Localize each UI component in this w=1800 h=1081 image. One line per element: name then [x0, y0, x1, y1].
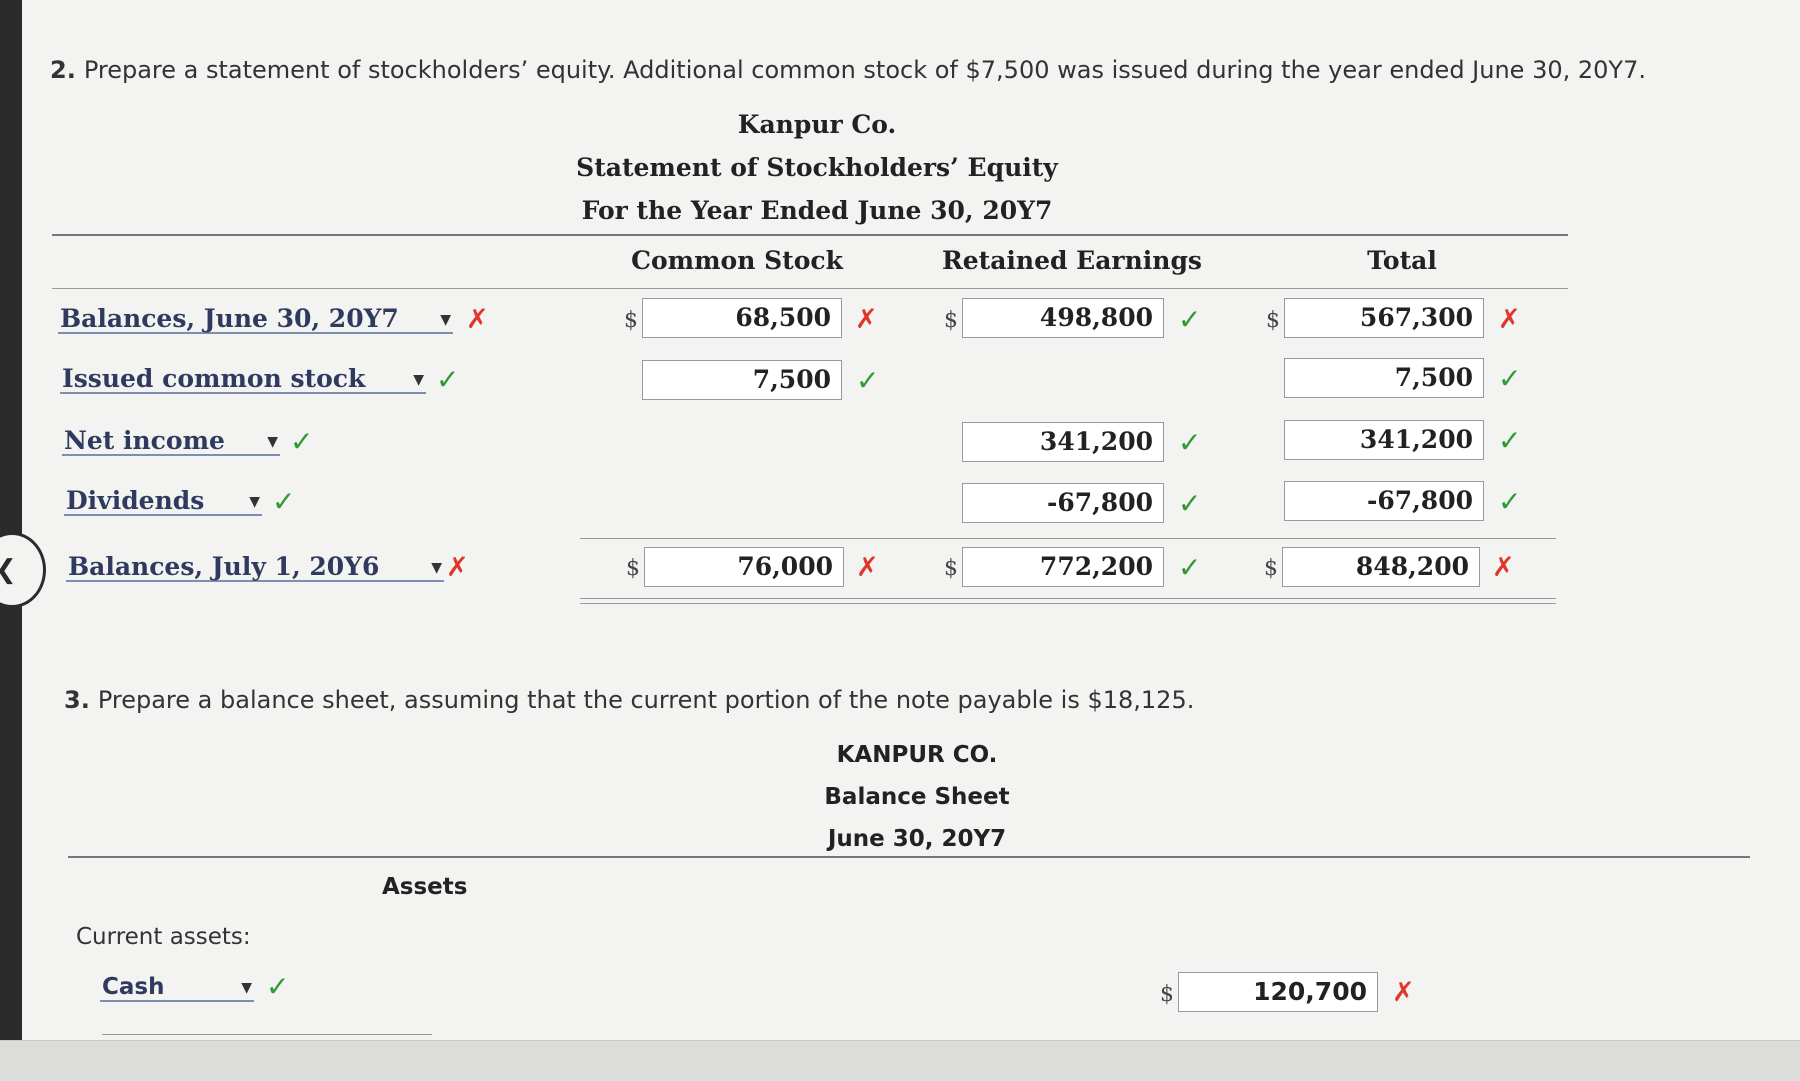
row5-label: Balances, July 1, 20Y6 [68, 552, 380, 581]
bs-date: June 30, 20Y7 [827, 826, 1007, 852]
row3-label-dropdown[interactable]: Net income ▼ [62, 426, 280, 456]
row4-label-dropdown[interactable]: Dividends ▼ [64, 486, 262, 516]
double-rule-bottom [580, 603, 1556, 604]
row5-retained-earnings-input[interactable]: 772,200 [962, 547, 1164, 587]
bs-title: Balance Sheet [824, 784, 1010, 810]
caret-down-icon: ▼ [267, 434, 278, 450]
check-icon: ✓ [436, 363, 460, 396]
row4-retained-earnings-input[interactable]: -67,800 [962, 483, 1164, 523]
check-icon: ✓ [1498, 424, 1522, 457]
row4-total-input[interactable]: -67,800 [1284, 481, 1484, 521]
cash-label-dropdown[interactable]: Cash ▼ [100, 972, 254, 1002]
row2-common-stock-input[interactable]: 7,500 [642, 360, 842, 400]
check-icon: ✓ [266, 970, 290, 1003]
row4-label: Dividends [66, 486, 205, 515]
col-head-total: Total [1367, 246, 1437, 275]
row1-cs-dollar: $ [624, 308, 638, 333]
caret-down-icon: ▼ [249, 494, 260, 510]
statement-top-rule [52, 234, 1568, 236]
row2-label: Issued common stock [62, 364, 366, 393]
row5-cs-dollar: $ [626, 556, 640, 581]
x-icon: ✗ [1492, 552, 1515, 583]
statement-period: For the Year Ended June 30, 20Y7 [581, 196, 1053, 225]
current-assets-label: Current assets: [76, 924, 251, 950]
bs-company: KANPUR CO. [836, 742, 998, 768]
cash-dollar: $ [1160, 982, 1174, 1007]
col-head-retained-earnings: Retained Earnings [941, 246, 1203, 275]
x-icon: ✗ [1498, 304, 1521, 335]
question-3-number: 3. [64, 686, 90, 714]
x-icon: ✗ [1392, 977, 1415, 1008]
check-icon: ✓ [1178, 426, 1202, 459]
caret-down-icon: ▼ [241, 980, 252, 996]
question-3: 3. Prepare a balance sheet, assuming that… [64, 686, 1464, 714]
row5-total-dollar: $ [1264, 556, 1278, 581]
check-icon: ✓ [1498, 362, 1522, 395]
row2-total-input[interactable]: 7,500 [1284, 358, 1484, 398]
caret-down-icon: ▼ [431, 560, 442, 576]
check-icon: ✓ [856, 364, 880, 397]
homework-page: 2. Prepare a statement of stockholders’ e… [22, 0, 1800, 1040]
x-icon: ✗ [466, 304, 489, 335]
row1-label-dropdown[interactable]: Balances, June 30, 20Y7 ▼ [58, 304, 453, 334]
x-icon: ✗ [446, 552, 469, 583]
x-icon: ✗ [855, 304, 878, 335]
col-head-common-stock: Common Stock [631, 246, 843, 275]
row1-retained-earnings-input[interactable]: 498,800 [962, 298, 1164, 338]
cash-label: Cash [102, 974, 165, 1000]
header-rule [52, 288, 1568, 289]
check-icon: ✓ [1498, 485, 1522, 518]
row1-re-dollar: $ [944, 308, 958, 333]
subtotal-rule [580, 538, 1556, 539]
row5-total-input[interactable]: 848,200 [1282, 547, 1480, 587]
row3-label: Net income [64, 426, 225, 455]
caret-down-icon: ▼ [440, 312, 451, 328]
statement-title: Statement of Stockholders’ Equity [576, 153, 1058, 182]
check-icon: ✓ [1178, 303, 1202, 336]
next-row-rule [102, 1034, 432, 1035]
double-rule-top [580, 598, 1556, 599]
row3-total-input[interactable]: 341,200 [1284, 420, 1484, 460]
row1-label: Balances, June 30, 20Y7 [60, 304, 399, 333]
check-icon: ✓ [290, 425, 314, 458]
statement-company: Kanpur Co. [737, 110, 897, 139]
row1-total-input[interactable]: 567,300 [1284, 298, 1484, 338]
row1-total-dollar: $ [1266, 308, 1280, 333]
bs-top-rule [68, 856, 1750, 858]
check-icon: ✓ [1178, 551, 1202, 584]
row5-label-dropdown[interactable]: Balances, July 1, 20Y6 ▼ [66, 552, 444, 582]
check-icon: ✓ [272, 485, 296, 518]
caret-down-icon: ▼ [413, 372, 424, 388]
row1-common-stock-input[interactable]: 68,500 [642, 298, 842, 338]
chevron-left-icon: ❮ [0, 555, 17, 585]
cash-value-input[interactable]: 120,700 [1178, 972, 1378, 1012]
row3-retained-earnings-input[interactable]: 341,200 [962, 422, 1164, 462]
question-3-text: Prepare a balance sheet, assuming that t… [97, 686, 1195, 714]
question-2-number: 2. [50, 56, 76, 84]
bottom-toolbar [0, 1040, 1800, 1081]
row5-re-dollar: $ [944, 556, 958, 581]
row2-label-dropdown[interactable]: Issued common stock ▼ [60, 364, 426, 394]
bs-assets-heading: Assets [382, 874, 468, 900]
question-2: 2. Prepare a statement of stockholders’ e… [50, 56, 1750, 84]
check-icon: ✓ [1178, 487, 1202, 520]
x-icon: ✗ [856, 552, 879, 583]
row5-common-stock-input[interactable]: 76,000 [644, 547, 844, 587]
question-2-text: Prepare a statement of stockholders’ equ… [83, 56, 1646, 84]
